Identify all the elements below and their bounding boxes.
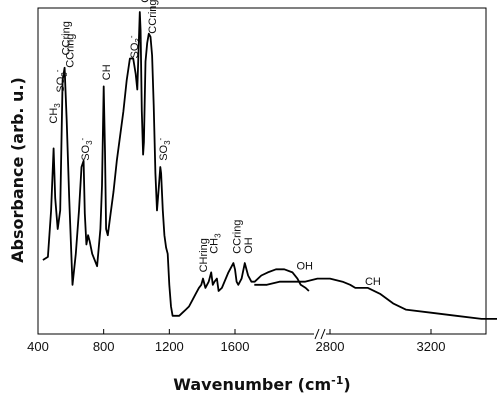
axis-break-mark (314, 328, 320, 340)
peak-annotation: CCring (140, 0, 152, 3)
plot-frame (37, 7, 487, 335)
x-tick-labels: 40080012001600280032003600 (27, 339, 446, 354)
x-axis-title: Wavenumber (cm-1) (173, 374, 350, 394)
axis-break-mark (320, 328, 326, 340)
peak-annotation: CH (365, 276, 381, 288)
peak-annotation: CHring (198, 238, 210, 272)
peak-annotation: OH (243, 237, 255, 254)
x-tick-label: 3200 (417, 339, 446, 354)
x-ticks (37, 329, 432, 334)
peak-annotation: CCring (61, 21, 73, 55)
x-tick-label: 400 (27, 339, 49, 354)
peak-annotation: SO3- (127, 35, 143, 58)
y-axis-title: Absorbance (arb. u.) (8, 77, 27, 263)
peak-annotation: SO3- (156, 137, 172, 160)
peak-annotation: CH3 (209, 233, 223, 254)
x-tick-label: 1200 (155, 339, 184, 354)
peak-annotation: CCring (65, 34, 77, 68)
peak-annotations: CH3SO3-CCringCCringSO3-CHSO3-CCringCCrin… (48, 0, 381, 288)
x-tick-label: 800 (93, 339, 115, 354)
peak-annotation: SO3- (78, 137, 94, 160)
spectrum-line (42, 11, 497, 320)
peak-annotation: CH3 (48, 103, 62, 124)
x-tick-label: 1600 (221, 339, 250, 354)
peak-annotation: CCring (147, 0, 159, 34)
spectrum-segment-2 (254, 277, 497, 320)
axis-break-marks (314, 328, 326, 340)
spectrum-segment-1 (42, 11, 310, 317)
x-tick-label: 2800 (316, 339, 345, 354)
peak-annotation: SO3- (53, 69, 69, 92)
peak-annotation: CCring (231, 220, 243, 254)
axis-break-gap (314, 332, 326, 336)
peak-annotation: OH (297, 260, 314, 272)
peak-annotation: CH (101, 64, 113, 80)
